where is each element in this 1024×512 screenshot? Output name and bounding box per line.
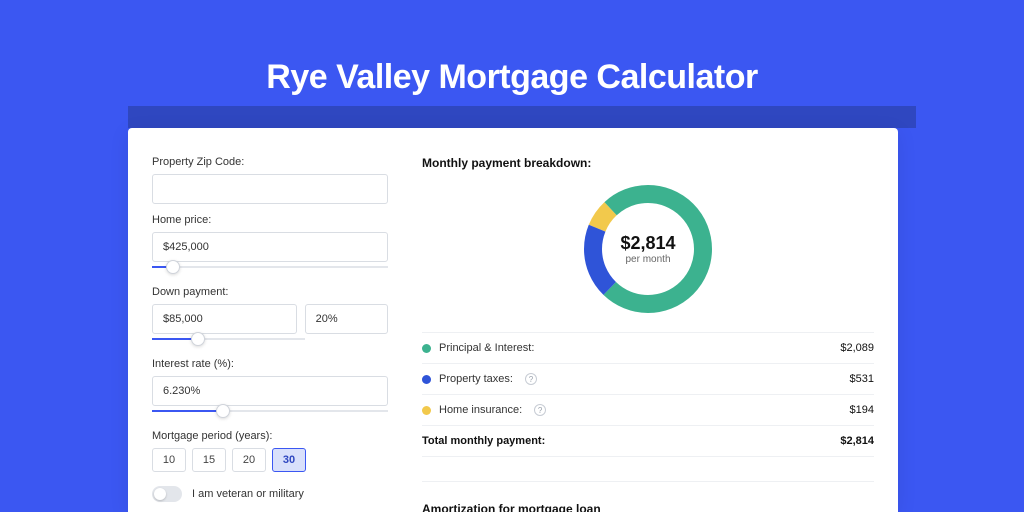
info-icon[interactable]: ? [534,404,546,416]
home-price-group: Home price: [152,214,388,268]
interest-slider[interactable] [152,410,388,412]
interest-slider-thumb[interactable] [216,404,230,418]
zip-label: Property Zip Code: [152,156,388,168]
period-20[interactable]: 20 [232,448,266,472]
home-price-slider-thumb[interactable] [166,260,180,274]
period-group: Mortgage period (years): 10 15 20 30 [152,430,388,472]
calculator-card: Property Zip Code: Home price: Down paym… [128,128,898,512]
legend-label-total: Total monthly payment: [422,435,545,447]
legend-row-taxes: Property taxes: ? $531 [422,364,874,395]
legend-label-taxes: Property taxes: [439,373,513,385]
veteran-toggle[interactable] [152,486,182,502]
header-accent-bar [128,106,916,128]
home-price-label: Home price: [152,214,388,226]
down-payment-group: Down payment: [152,286,388,340]
down-payment-input[interactable] [152,304,297,334]
amortization-title: Amortization for mortgage loan [422,502,874,512]
dot-principal [422,344,431,353]
legend-row-total: Total monthly payment: $2,814 [422,426,874,457]
period-15[interactable]: 15 [192,448,226,472]
payment-donut-chart: $2,814 per month [583,184,713,314]
legend-amt-total: $2,814 [840,435,874,447]
dot-insurance [422,406,431,415]
period-label: Mortgage period (years): [152,430,388,442]
veteran-row: I am veteran or military [152,486,388,502]
legend-label-principal: Principal & Interest: [439,342,534,354]
period-10[interactable]: 10 [152,448,186,472]
legend-amt-taxes: $531 [850,373,874,385]
legend-label-insurance: Home insurance: [439,404,522,416]
home-price-input[interactable] [152,232,388,262]
interest-group: Interest rate (%): [152,358,388,412]
down-payment-slider[interactable] [152,338,305,340]
donut-center-sub: per month [625,254,670,265]
legend-row-insurance: Home insurance: ? $194 [422,395,874,426]
breakdown-panel: Monthly payment breakdown: $2,814 per mo… [410,128,898,512]
down-payment-label: Down payment: [152,286,388,298]
legend-amt-principal: $2,089 [840,342,874,354]
legend-amt-insurance: $194 [850,404,874,416]
breakdown-title: Monthly payment breakdown: [422,156,874,170]
zip-group: Property Zip Code: [152,156,388,204]
info-icon[interactable]: ? [525,373,537,385]
interest-slider-fill [152,410,223,412]
down-payment-pct-input[interactable] [305,304,388,334]
period-options: 10 15 20 30 [152,448,388,472]
legend: Principal & Interest: $2,089 Property ta… [422,332,874,457]
zip-input[interactable] [152,174,388,204]
dot-taxes [422,375,431,384]
interest-input[interactable] [152,376,388,406]
legend-row-principal: Principal & Interest: $2,089 [422,333,874,364]
interest-label: Interest rate (%): [152,358,388,370]
form-panel: Property Zip Code: Home price: Down paym… [128,128,410,512]
page-title: Rye Valley Mortgage Calculator [0,0,1024,97]
period-30[interactable]: 30 [272,448,306,472]
down-payment-slider-thumb[interactable] [191,332,205,346]
donut-center-value: $2,814 [620,233,675,254]
home-price-slider[interactable] [152,266,388,268]
donut-wrap: $2,814 per month [422,184,874,314]
amortization-section: Amortization for mortgage loan Amortizat… [422,481,874,512]
veteran-label: I am veteran or military [192,488,304,500]
